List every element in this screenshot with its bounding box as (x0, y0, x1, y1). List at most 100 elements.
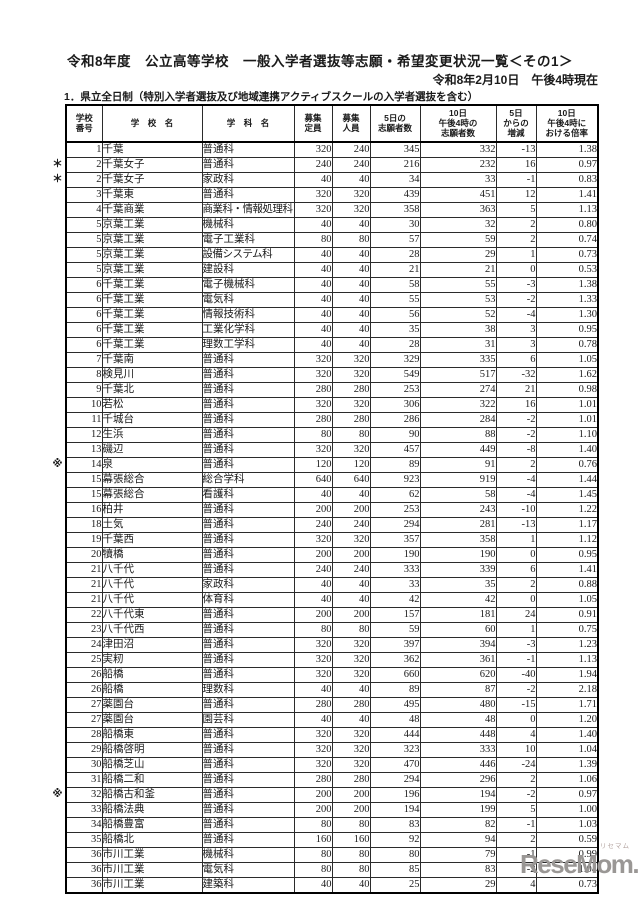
cell-dept: 普通科 (201, 726, 295, 743)
table-row: 1 千葉 普通科 320 240 345 332 -13 1.38 (50, 141, 599, 158)
cell-diff: 6 (495, 561, 537, 578)
cell-cap: 40 (293, 336, 333, 353)
cell-mark (50, 337, 66, 352)
cell-dept: 普通科 (201, 561, 295, 578)
cell-rec: 80 (331, 846, 371, 863)
cell-rec: 320 (331, 351, 371, 368)
table-row: 26 船橋 理数科 40 40 89 87 -2 2.18 (50, 681, 599, 698)
header-mark (50, 105, 66, 142)
cell-dept: 建築科 (201, 876, 295, 894)
table-row: 36 市川工業 電気科 80 80 85 83 -2 1.04 (50, 861, 599, 878)
cell-rate: 0.73 (535, 246, 599, 263)
page-title: 令和8年度 公立高等学校 一般入学者選抜等志願・希望変更状況一覧＜その1＞ (66, 54, 573, 69)
cell-dept: 電気科 (201, 291, 295, 308)
cell-dept: 工業化学科 (201, 321, 295, 338)
cell-d10: 332 (419, 141, 497, 158)
cell-mark (50, 292, 66, 307)
cell-name: 生浜 (101, 426, 203, 443)
cell-cap: 200 (293, 546, 333, 563)
cell-rate: 0.76 (535, 456, 599, 473)
cell-mark (50, 472, 66, 487)
cell-cap: 320 (293, 141, 333, 158)
resemom-logo-text: ReseMom. (520, 849, 640, 879)
cell-rec: 320 (331, 186, 371, 203)
cell-no: 35 (65, 831, 103, 848)
cell-d10: 58 (419, 486, 497, 503)
cell-mark (50, 517, 66, 532)
cell-diff: -2 (495, 681, 537, 698)
cell-rec: 320 (331, 741, 371, 758)
cell-name: 千葉商業 (101, 201, 203, 218)
cell-name: 京葉工業 (101, 231, 203, 248)
cell-mark (50, 712, 66, 727)
cell-no: 8 (65, 366, 103, 383)
cell-cap: 320 (293, 186, 333, 203)
cell-rate: 0.97 (535, 786, 599, 803)
cell-cap: 200 (293, 501, 333, 518)
cell-diff: 1 (495, 621, 537, 638)
cell-no: 34 (65, 816, 103, 833)
cell-mark (50, 577, 66, 592)
cell-no: 26 (65, 666, 103, 683)
cell-cap: 120 (293, 456, 333, 473)
cell-dept: 普通科 (201, 441, 295, 458)
cell-d5: 55 (369, 291, 421, 308)
cell-mark (50, 667, 66, 682)
cell-d10: 52 (419, 306, 497, 323)
table-row: 20 犢橋 普通科 200 200 190 190 0 0.95 (50, 546, 599, 563)
cell-name: 千葉工業 (101, 306, 203, 323)
cell-rate: 1.04 (535, 741, 599, 758)
cell-mark (50, 307, 66, 322)
cell-rec: 240 (331, 516, 371, 533)
cell-mark (50, 772, 66, 787)
cell-dept: 普通科 (201, 816, 295, 833)
cell-rate: 0.88 (535, 576, 599, 593)
cell-no: 19 (65, 531, 103, 548)
cell-d10: 446 (419, 756, 497, 773)
cell-mark (50, 187, 66, 202)
cell-diff: 16 (495, 156, 537, 173)
cell-dept: 普通科 (201, 741, 295, 758)
table-row: 11 千城台 普通科 280 280 286 284 -2 1.01 (50, 411, 599, 428)
cell-name: 八千代 (101, 576, 203, 593)
cell-rec: 240 (331, 141, 371, 158)
table-row: 12 生浜 普通科 80 80 90 88 -2 1.10 (50, 426, 599, 443)
cell-cap: 280 (293, 771, 333, 788)
cell-dept: 電子機械科 (201, 276, 295, 293)
header-recruit: 募集 人員 (331, 104, 371, 143)
cell-name: 薬園台 (101, 711, 203, 728)
table-row: 6 千葉工業 工業化学科 40 40 35 38 3 0.95 (50, 321, 599, 338)
table-row: 15 幕張総合 看護科 40 40 62 58 -4 1.45 (50, 486, 599, 503)
table-row: 24 津田沼 普通科 320 320 397 394 -3 1.23 (50, 636, 599, 653)
table-row: ※ 14 泉普通科 120 120 89 91 2 0.76 (50, 456, 599, 473)
cell-rec: 200 (331, 801, 371, 818)
table-row: 22 八千代東 普通科 200 200 157 181 24 0.91 (50, 606, 599, 623)
cell-diff: -4 (495, 306, 537, 323)
cell-name: 磯辺 (101, 441, 203, 458)
cell-diff: -13 (495, 516, 537, 533)
cell-d5: 439 (369, 186, 421, 203)
cell-d10: 48 (419, 711, 497, 728)
cell-d10: 42 (419, 591, 497, 608)
cell-rate: 1.44 (535, 471, 599, 488)
cell-d10: 35 (419, 576, 497, 593)
cell-cap: 40 (293, 291, 333, 308)
cell-name: 千葉女子 (101, 156, 203, 173)
cell-d5: 92 (369, 831, 421, 848)
cell-d10: 21 (419, 261, 497, 278)
cell-cap: 320 (293, 726, 333, 743)
table-row: 23 八千代西 普通科 80 80 59 60 1 0.75 (50, 621, 599, 638)
cell-dept: 設備システム科 (201, 246, 295, 263)
cell-diff: 4 (495, 876, 537, 894)
cell-diff: 1 (495, 246, 537, 263)
cell-d10: 60 (419, 621, 497, 638)
table-row: 21 八千代 家政科 40 40 33 35 2 0.88 (50, 576, 599, 593)
cell-cap: 40 (293, 171, 333, 188)
resemom-logo: リセマム ReseMom. (520, 843, 640, 877)
cell-diff: -4 (495, 471, 537, 488)
cell-d10: 281 (419, 516, 497, 533)
application-status-table: 学校 番号 学 校 名 学 科 名 募集 定員 募集 人員 5日の 志願者数 1… (50, 104, 599, 894)
cell-mark (50, 232, 66, 247)
cell-d5: 358 (369, 201, 421, 218)
cell-no: 13 (65, 441, 103, 458)
